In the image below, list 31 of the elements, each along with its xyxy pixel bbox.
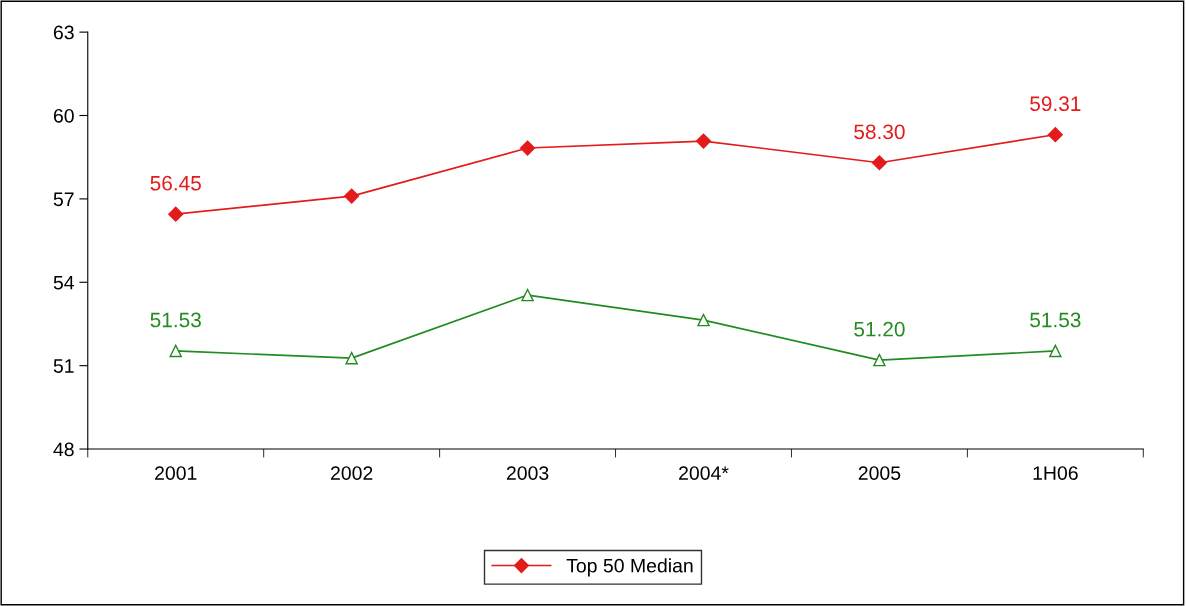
point <box>520 140 536 156</box>
data-label: 51.53 <box>1030 312 1081 328</box>
y-tick-label: 60 <box>53 108 74 123</box>
data-label: 51.53 <box>150 312 201 328</box>
data-label: 58.30 <box>854 124 905 140</box>
point <box>873 353 886 367</box>
data-label: 51.20 <box>854 321 905 337</box>
y-tick-label: 57 <box>53 192 74 207</box>
y-tick-label: 48 <box>53 442 74 457</box>
point <box>1049 344 1062 358</box>
point <box>697 313 710 327</box>
y-tick-label: 54 <box>53 275 74 290</box>
point <box>168 206 184 222</box>
y-tick-label: 63 <box>53 25 74 40</box>
x-tick-label: 2002 <box>331 466 373 480</box>
x-tick-label: 1H06 <box>1033 466 1078 480</box>
x-tick-label: 2004* <box>679 466 729 480</box>
x-tick-label: 2001 <box>155 466 197 480</box>
point <box>1047 127 1063 143</box>
point <box>695 133 712 149</box>
point <box>521 288 534 302</box>
point <box>345 351 358 365</box>
data-label: 56.45 <box>150 175 201 191</box>
x-tick-label: 2005 <box>858 466 901 480</box>
y-tick-label: 51 <box>53 359 74 373</box>
point <box>169 344 182 358</box>
point <box>344 188 360 204</box>
point <box>871 155 887 171</box>
legend-label: Top 50 Median <box>566 558 693 577</box>
data-label: 59.31 <box>1030 96 1081 112</box>
x-tick-label: 2003 <box>506 466 549 480</box>
